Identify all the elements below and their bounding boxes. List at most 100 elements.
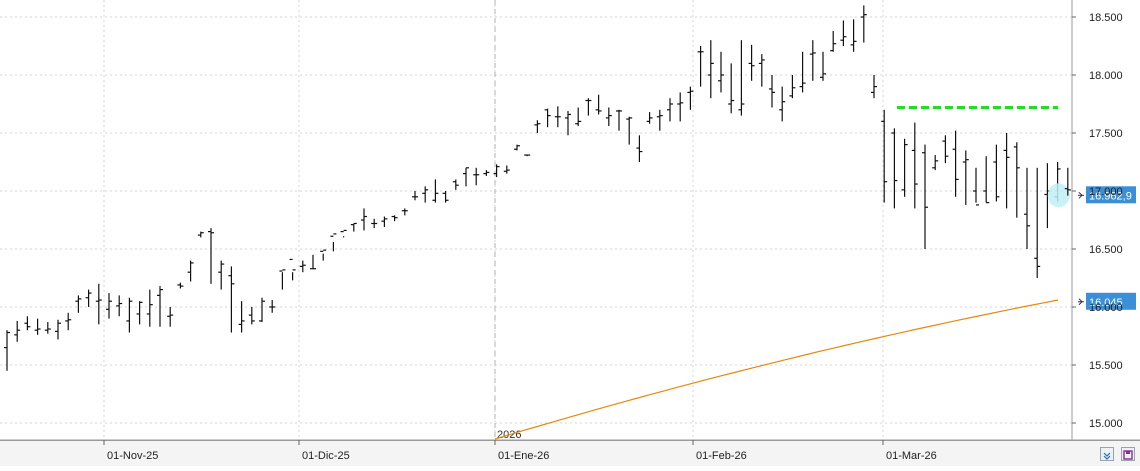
ohlc-bar — [636, 135, 643, 162]
ohlc-bar — [616, 109, 622, 131]
ohlc-bar — [432, 179, 439, 203]
ohlc-bar — [626, 116, 633, 145]
ohlc-bar — [4, 330, 10, 371]
ohlc-bar — [106, 293, 112, 319]
ohlc-bar — [259, 297, 265, 323]
ohlc-bar — [534, 120, 541, 133]
ohlc-bar — [799, 51, 806, 93]
overlays: 16.962,9 16.045 — [897, 105, 1136, 310]
ohlc-bar — [840, 20, 847, 46]
ohlc-bar — [167, 307, 174, 327]
ohlc-bar — [340, 229, 347, 238]
ohlc-bar — [1064, 167, 1071, 196]
grid: 2026 — [0, 0, 1072, 441]
ohlc-bar — [850, 19, 857, 52]
ohlc-bar — [473, 167, 480, 186]
ohlc-bar — [595, 94, 602, 115]
ohlc-bar — [779, 86, 786, 122]
ohlc-bar — [350, 222, 357, 232]
price-bars — [4, 5, 1071, 371]
x-tick-label: 01-Mar-26 — [886, 450, 937, 462]
ohlc-bar — [493, 164, 500, 178]
ohlc-bar — [381, 216, 388, 227]
ohlc-bar — [177, 282, 184, 289]
ohlc-bar — [952, 130, 959, 197]
ohlc-bar — [973, 167, 979, 206]
ohlc-bar — [136, 301, 143, 325]
y-tick-label: 18.500 — [1089, 12, 1123, 24]
y-tick-label: 16.000 — [1089, 302, 1123, 314]
ohlc-bar — [279, 269, 286, 290]
ohlc-bar — [371, 218, 378, 229]
last-bar-highlight — [1047, 183, 1070, 208]
ohlc-bar — [85, 289, 92, 307]
ohlc-bar — [228, 266, 235, 333]
ohlc-bar — [707, 40, 714, 99]
ohlc-bar — [677, 92, 684, 122]
ohlc-bar — [34, 318, 41, 335]
ohlc-bar — [646, 112, 653, 124]
y-tick-label: 16.500 — [1089, 244, 1123, 256]
x-axis-strip — [0, 440, 1140, 466]
ohlc-bar — [983, 156, 990, 204]
ohlc-bar — [208, 228, 214, 284]
ohlc-bar — [871, 75, 877, 99]
ohlc-bar — [391, 215, 398, 222]
moving-average — [494, 299, 1059, 440]
ohlc-bar — [24, 316, 31, 331]
ohlc-bar — [942, 135, 949, 164]
ohlc-bar — [524, 154, 531, 157]
ohlc-bar — [514, 144, 520, 151]
ohlc-bar — [932, 155, 939, 171]
ohlc-bar — [75, 295, 82, 313]
ohlc-bar — [962, 150, 969, 205]
ohlc-bar — [238, 301, 245, 333]
ohlc-bar — [585, 98, 592, 116]
y-tick-label: 18.000 — [1089, 70, 1123, 82]
ohlc-bar — [901, 138, 908, 197]
ohlc-bar — [891, 128, 898, 209]
ohlc-bar — [187, 260, 194, 282]
ohlc-bar — [65, 312, 72, 331]
ohlc-bar — [565, 110, 571, 136]
ohlc-bar — [126, 297, 133, 333]
ohlc-bar — [911, 122, 918, 209]
x-tick-label: 01-Feb-26 — [696, 450, 747, 462]
ohlc-bar — [14, 320, 21, 342]
ohlc-bar — [299, 260, 306, 273]
ohlc-bar — [789, 75, 796, 99]
ohlc-bar — [687, 86, 694, 110]
save-icon[interactable] — [1121, 447, 1135, 461]
ohlc-bar — [993, 144, 1000, 202]
ohlc-bar — [361, 208, 367, 231]
ohlc-bar — [656, 109, 663, 131]
ohlc-bar — [728, 63, 735, 114]
ohlc-bar — [442, 191, 449, 203]
last-value-label: 16.045 — [1078, 292, 1136, 310]
ohlc-bar — [269, 300, 276, 313]
ohlc-bar — [218, 260, 225, 290]
moving-average-line — [494, 299, 1059, 440]
ohlc-bar — [738, 40, 745, 116]
ohlc-bar — [146, 289, 153, 327]
ohlc-bar — [667, 98, 673, 122]
ohlc-bar — [310, 254, 316, 270]
y-tick-label: 15.500 — [1089, 360, 1123, 372]
ohlc-bar — [44, 322, 51, 334]
ohlc-bar — [503, 165, 510, 174]
ohlc-bar — [830, 30, 837, 52]
ohlc-bar — [248, 307, 255, 325]
ohlc-bar — [330, 233, 337, 252]
ohlc-bar — [554, 106, 561, 128]
y-tick-label: 17.500 — [1089, 128, 1123, 140]
ohlc-bar — [758, 54, 765, 87]
ohlc-bar — [769, 75, 775, 108]
ohlc-bar — [1024, 167, 1030, 249]
ohlc-bar — [412, 191, 418, 201]
y-tick-label: 15.000 — [1089, 418, 1123, 430]
chevron-down-icon[interactable] — [1100, 447, 1114, 461]
ohlc-bar — [452, 179, 459, 190]
